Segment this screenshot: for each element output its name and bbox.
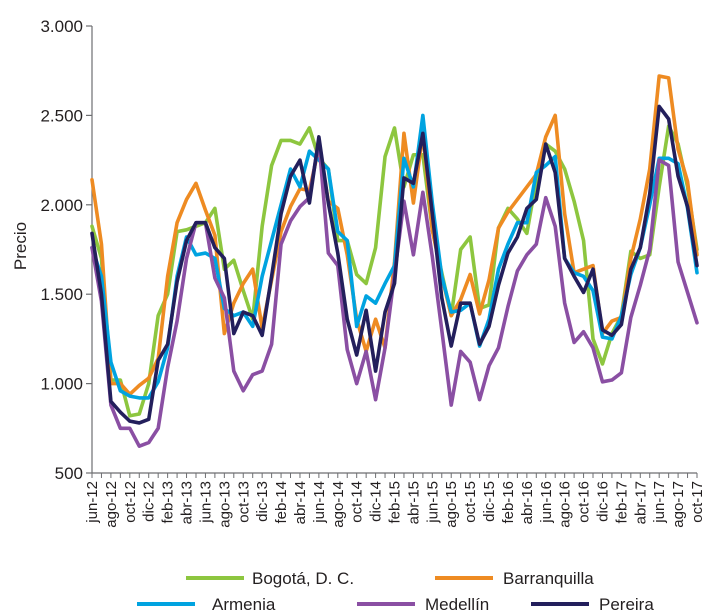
y-axis-title: Precio <box>11 222 30 270</box>
legend-label: Medellín <box>425 595 489 614</box>
y-tick-label: 2.500 <box>40 106 83 125</box>
x-tick-label: oct-13 <box>235 481 252 523</box>
y-tick-label: 3.000 <box>40 17 83 36</box>
x-tick-label: oct-17 <box>689 481 706 523</box>
legend-label: Barranquilla <box>503 569 594 588</box>
x-tick-label: abr-13 <box>179 481 196 524</box>
y-tick-label: 500 <box>55 464 83 483</box>
x-tick-label: jun-12 <box>84 481 101 524</box>
x-tick-label: jun-17 <box>651 481 668 524</box>
x-tick-label: dic-16 <box>594 481 611 522</box>
x-tick-label: abr-16 <box>519 481 536 524</box>
legend-label: Armenia <box>212 595 276 614</box>
x-tick-label: oct-12 <box>122 481 139 523</box>
x-tick-label: jun-13 <box>197 481 214 524</box>
x-tick-label: dic-15 <box>481 481 498 522</box>
series-layer <box>90 74 699 448</box>
x-tick-label: feb-14 <box>273 481 290 524</box>
series-line <box>90 138 699 448</box>
x-tick-label: oct-15 <box>462 481 479 523</box>
x-tick-label: ago-17 <box>670 481 687 528</box>
y-tick-label: 1.000 <box>40 375 83 394</box>
x-tick-label: feb-16 <box>500 481 517 524</box>
x-tick-label: ago-13 <box>216 481 233 528</box>
x-tick-label: jun-16 <box>538 481 555 524</box>
x-tick-label: oct-14 <box>349 481 366 523</box>
x-tick-label: ago-12 <box>103 481 120 528</box>
x-tick-label: dic-12 <box>141 481 158 522</box>
legend: Bogotá, D. C. Barranquilla Armenia Medellín… <box>137 569 654 614</box>
series-line <box>90 104 699 425</box>
ticks-layer: 500 1.000 1.500 2.000 2.500 3.000 jun-12 ago-12… <box>40 17 706 528</box>
y-tick-label: 1.500 <box>40 285 83 304</box>
x-tick-label: jun-15 <box>424 481 441 524</box>
y-tick-label: 2.000 <box>40 196 83 215</box>
x-tick-label: ago-15 <box>443 481 460 528</box>
x-tick-label: jun-14 <box>311 481 328 524</box>
x-tick-label: dic-13 <box>254 481 271 522</box>
x-tick-label: ago-14 <box>330 481 347 528</box>
legend-label: Pereira <box>599 595 654 614</box>
x-tick-label: feb-17 <box>613 481 630 524</box>
x-tick-label: abr-15 <box>405 481 422 524</box>
x-tick-label: ago-16 <box>557 481 574 528</box>
x-tick-label: feb-15 <box>387 481 404 524</box>
x-tick-label: oct-16 <box>576 481 593 523</box>
x-tick-label: abr-17 <box>632 481 649 524</box>
x-tick-label: dic-14 <box>368 481 385 522</box>
x-tick-label: feb-13 <box>160 481 177 524</box>
x-tick-label: abr-14 <box>292 481 309 524</box>
legend-label: Bogotá, D. C. <box>252 569 354 588</box>
